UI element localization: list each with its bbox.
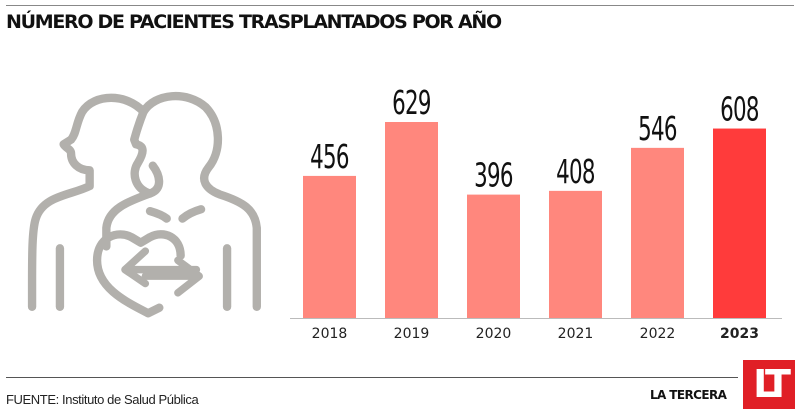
source-label: FUENTE: — [6, 392, 59, 407]
bar-2019 — [385, 122, 438, 318]
footer-rule — [6, 377, 476, 378]
data-label-2022: 546 — [638, 109, 677, 148]
exchange-arrows — [121, 247, 203, 297]
x-tick-label-2019: 2019 — [394, 326, 430, 342]
data-label-2023: 608 — [720, 90, 759, 129]
bar-2018 — [303, 175, 356, 318]
top-rule — [6, 5, 794, 6]
brand-name: LA TERCERA — [650, 388, 727, 402]
x-tick-label-2021: 2021 — [558, 326, 594, 342]
x-tick-label-2022: 2022 — [640, 326, 676, 342]
brand-logo: LT — [743, 360, 795, 409]
organ-transplant-icon — [27, 91, 261, 318]
chart-title: NÚMERO DE PACIENTES TRASPLANTADOS POR AÑ… — [6, 11, 502, 33]
source-text: Instituto de Salud Pública — [58, 392, 199, 407]
chest-line-left — [145, 206, 171, 223]
x-tick-label-2023: 2023 — [720, 326, 759, 342]
bar-2023 — [713, 128, 766, 318]
data-label-2019: 629 — [392, 83, 431, 122]
right-person-shoulder — [102, 189, 155, 251]
right-person-outline — [139, 91, 261, 311]
right-person-face — [130, 107, 164, 198]
source-note: FUENTE: Instituto de Salud Pública — [6, 392, 199, 407]
data-label-2020: 396 — [474, 156, 513, 195]
bar-2021 — [549, 190, 602, 318]
left-person-outline — [27, 93, 148, 311]
bar-2022 — [631, 147, 684, 318]
footer-rule-right — [476, 377, 738, 378]
heart-outline — [92, 230, 185, 318]
data-label-2018: 456 — [310, 137, 349, 176]
chest-line-right — [178, 205, 206, 223]
data-label-2021: 408 — [556, 152, 595, 191]
x-tick-label-2020: 2020 — [476, 326, 512, 342]
bar-2020 — [467, 194, 520, 318]
x-tick-label-2018: 2018 — [312, 326, 348, 342]
